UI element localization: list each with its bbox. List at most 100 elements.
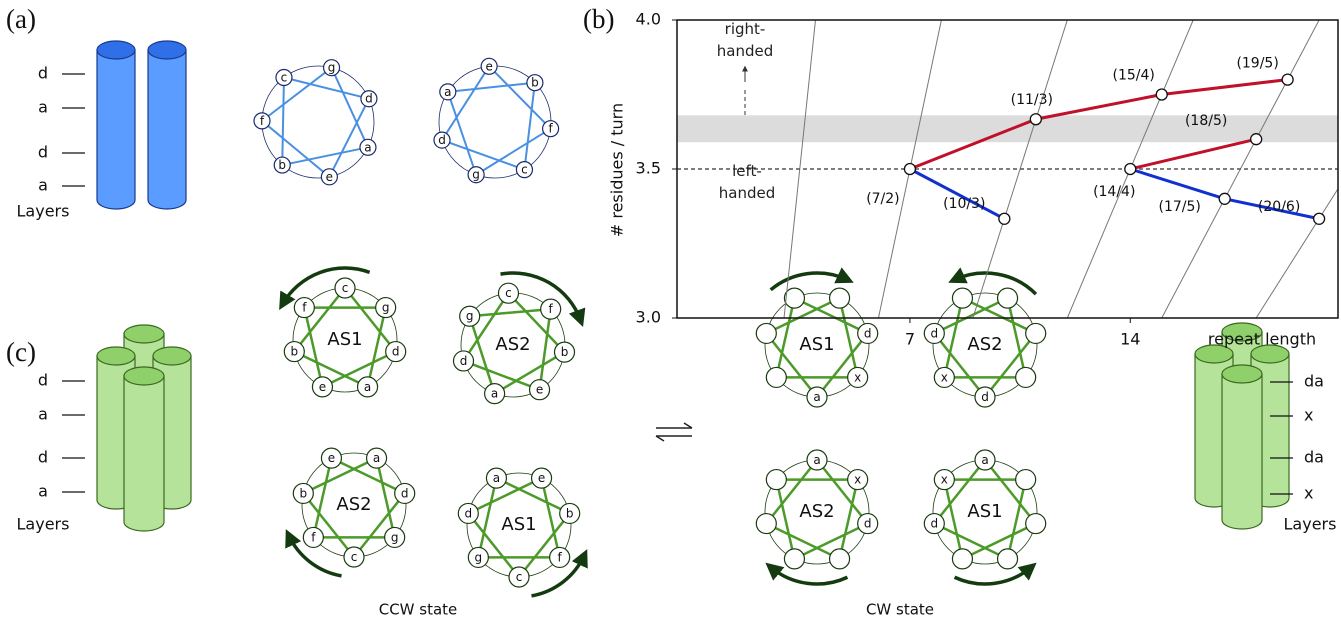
point-label: (7/2) (866, 191, 899, 207)
residue-label: a (364, 140, 371, 154)
helical-wheel: a d x AS1 (755, 287, 879, 408)
point (1281, 73, 1294, 86)
residue (311, 376, 334, 398)
layer-label: d (38, 64, 48, 83)
residue (996, 548, 1019, 570)
residue (467, 166, 485, 184)
residue-label: a (373, 451, 380, 465)
layers-title: Layers (17, 202, 70, 221)
residue (457, 502, 479, 525)
residue-label: d (930, 326, 938, 340)
series-line (1129, 137, 1257, 171)
residue (439, 83, 457, 101)
equilibrium-arrows (655, 422, 693, 442)
residue (322, 59, 341, 77)
residue (515, 161, 534, 179)
residue-label: d (864, 326, 872, 340)
residue (1025, 322, 1047, 345)
residue (360, 90, 378, 108)
wheel-name: AS2 (967, 334, 1002, 355)
residue (828, 548, 851, 570)
layer-label: x (1304, 484, 1313, 503)
residue-label: d (365, 92, 373, 106)
residue (508, 566, 530, 588)
rotation-arrow (285, 529, 342, 578)
residue-label: b (278, 158, 286, 172)
residue-label: d (438, 133, 446, 147)
wheel-bonds (302, 457, 406, 558)
residue-label: a (491, 387, 498, 401)
layer-label: x (1304, 406, 1313, 425)
residue (974, 386, 996, 408)
wheel-bonds (462, 292, 566, 395)
residue (847, 468, 869, 491)
panel-label: (c) (6, 337, 36, 367)
helical-wheel: a d x AS1 (923, 449, 1047, 570)
residue (273, 156, 291, 174)
residue (320, 168, 338, 186)
residue (283, 340, 305, 363)
series-line (909, 167, 1006, 221)
residue (974, 449, 996, 471)
residue-label: f (302, 301, 307, 315)
layer-label: d (38, 143, 48, 162)
rotation-arrow (765, 562, 849, 586)
annotation: left-handed (718, 162, 776, 202)
residue (394, 482, 416, 505)
layer-label: d (38, 448, 48, 467)
residue-label: g (382, 301, 390, 315)
helical-wheel: c f b e a d g AS2 (452, 282, 576, 405)
wheel-bonds (933, 297, 1037, 398)
residue (528, 379, 551, 401)
residue (292, 482, 314, 505)
residue-label: e (319, 380, 326, 394)
point (1312, 212, 1326, 225)
residue-label: a (364, 380, 371, 394)
residue (783, 287, 806, 309)
residue-label: e (485, 59, 492, 73)
residue-label: g (328, 61, 336, 75)
residue (933, 366, 955, 389)
point-label: (15/4) (1113, 68, 1155, 84)
residue (923, 512, 945, 535)
residue (484, 383, 506, 405)
residue (755, 322, 777, 345)
green-cylinders (96, 324, 192, 532)
layer-label: a (38, 405, 48, 424)
layer-label: da (1304, 448, 1324, 467)
wheel-bonds (467, 477, 571, 578)
point (1124, 162, 1137, 176)
residue-label: d (401, 486, 409, 500)
wheel-name: AS2 (799, 501, 834, 522)
residue-label: d (981, 390, 989, 404)
residue-label: c (505, 286, 512, 300)
helical-wheel: c g d a e b f AS1 (457, 467, 581, 588)
residue-label: b (561, 345, 569, 359)
residue-label: f (260, 114, 265, 128)
wheel-name: AS1 (967, 501, 1002, 522)
residue-label: x (941, 370, 948, 384)
state-label: CCW state (379, 601, 458, 619)
helical-wheel: c g d a e b f AS1 (283, 277, 407, 398)
point (1250, 133, 1263, 146)
residue (334, 277, 356, 299)
layer-label: d (38, 371, 48, 390)
residue (365, 447, 388, 469)
point (1218, 192, 1231, 205)
residue-label: c (281, 71, 288, 85)
green-cylinders (1194, 322, 1290, 530)
point-label: (10/3) (943, 196, 985, 212)
residue-label: d (460, 354, 468, 368)
residue (384, 526, 406, 549)
residue-label: b (566, 506, 574, 520)
residue-label: b (290, 345, 298, 359)
residue-label: x (854, 473, 861, 487)
residue (933, 468, 955, 491)
residue-label: x (854, 370, 861, 384)
residue-label: c (521, 163, 528, 177)
panel-label: (a) (6, 4, 36, 34)
helical-wheel: e b f c g d a (433, 57, 560, 184)
layer-label: da (1304, 372, 1324, 391)
residue-label: d (930, 517, 938, 531)
residue-label: f (549, 302, 554, 316)
